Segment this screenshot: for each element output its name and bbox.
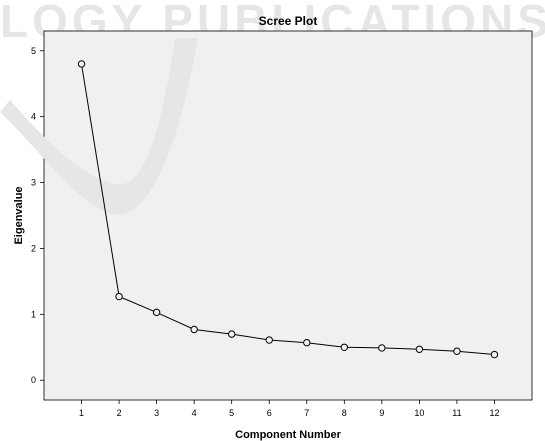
data-point — [378, 344, 386, 352]
data-point — [227, 330, 236, 338]
data-point — [152, 308, 161, 317]
data-point — [190, 325, 198, 334]
watermark-logo — [0, 38, 198, 215]
y-tick-label: 4 — [31, 112, 36, 122]
plot-area — [43, 30, 533, 401]
data-point — [415, 345, 424, 353]
x-tick-label: 4 — [192, 408, 197, 418]
y-tick-label: 3 — [31, 178, 36, 188]
x-tick-label: 12 — [489, 408, 499, 418]
x-axis-label: Component Number — [235, 429, 341, 441]
data-point — [77, 60, 86, 68]
data-point — [303, 338, 311, 347]
x-tick-label: 11 — [452, 408, 461, 418]
chart-title: Scree Plot — [259, 14, 318, 28]
x-tick-label: 9 — [379, 408, 384, 418]
series-line — [81, 63, 495, 355]
x-tick-label: 10 — [414, 408, 424, 418]
x-tick-label: 8 — [342, 408, 347, 418]
data-point — [490, 350, 499, 359]
data-point — [115, 292, 123, 301]
x-tick-label: 2 — [117, 408, 122, 418]
y-tick-label: 2 — [31, 243, 36, 253]
data-point — [265, 336, 273, 344]
y-tick-label: 0 — [31, 375, 36, 385]
x-tick-label: 1 — [79, 408, 84, 418]
data-point — [453, 347, 461, 355]
y-axis-label: Eigenvalue — [13, 186, 25, 244]
x-tick-label: 6 — [267, 408, 272, 418]
x-tick-label: 7 — [304, 408, 309, 418]
x-tick-label: 3 — [154, 408, 159, 418]
data-marks — [77, 60, 499, 359]
y-tick-label: 5 — [31, 46, 36, 56]
x-tick-label: 5 — [229, 408, 234, 418]
data-point — [340, 343, 349, 351]
y-tick-label: 1 — [31, 309, 36, 319]
